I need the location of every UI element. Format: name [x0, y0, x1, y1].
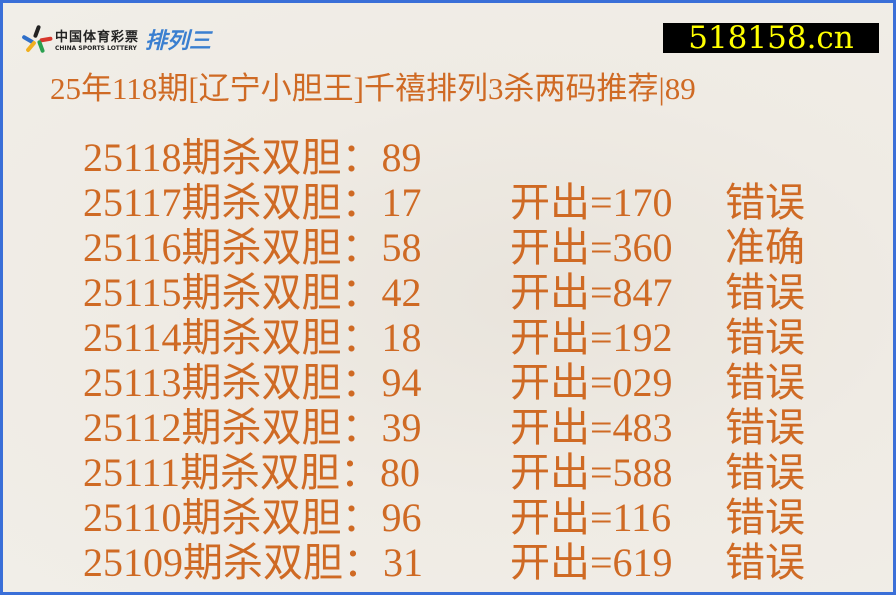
row-result: 错误 [725, 495, 805, 540]
row-result: 错误 [725, 405, 805, 450]
row-draw: 开出=029 [510, 360, 673, 405]
row-result: 错误 [725, 315, 805, 360]
row-result: 错误 [725, 360, 805, 405]
lottery-logo-icon [21, 24, 53, 54]
row-label: 25110期杀双胆：96 [83, 495, 422, 540]
row-label: 25118期杀双胆：89 [83, 135, 422, 180]
row-label: 25113期杀双胆：94 [83, 360, 422, 405]
row-result: 准确 [725, 225, 805, 270]
row-draw: 开出=192 [510, 315, 673, 360]
lottery-logo: 中国体育彩票 CHINA SPORTS LOTTERY 排列三 [21, 23, 212, 55]
site-watermark: 518158.cn [663, 23, 879, 54]
row-draw: 开出=116 [510, 495, 672, 540]
row-draw: 开出=360 [510, 225, 673, 270]
row-result: 错误 [725, 270, 805, 315]
row-result: 错误 [725, 180, 805, 225]
row-draw: 开出=619 [510, 540, 673, 585]
row-label: 25112期杀双胆：39 [83, 405, 422, 450]
row-draw: 开出=847 [510, 270, 673, 315]
row-label: 25116期杀双胆：58 [83, 225, 422, 270]
row-draw: 开出=170 [510, 180, 673, 225]
row-label: 25117期杀双胆：17 [83, 180, 422, 225]
row-draw: 开出=588 [510, 450, 673, 495]
page-title: 25年118期[辽宁小胆王]千禧排列3杀两码推荐|89 [50, 71, 696, 106]
row-result: 错误 [725, 450, 805, 495]
logo-en-text: CHINA SPORTS LOTTERY [55, 45, 137, 52]
row-label: 25109期杀双胆：31 [83, 540, 423, 585]
row-label: 25111期杀双胆：80 [83, 450, 421, 495]
row-label: 25115期杀双胆：42 [83, 270, 422, 315]
row-result: 错误 [725, 540, 805, 585]
logo-cn-text: 中国体育彩票 [55, 30, 140, 45]
row-label: 25114期杀双胆：18 [83, 315, 422, 360]
logo-game-text: 排列三 [145, 29, 212, 54]
row-draw: 开出=483 [510, 405, 673, 450]
